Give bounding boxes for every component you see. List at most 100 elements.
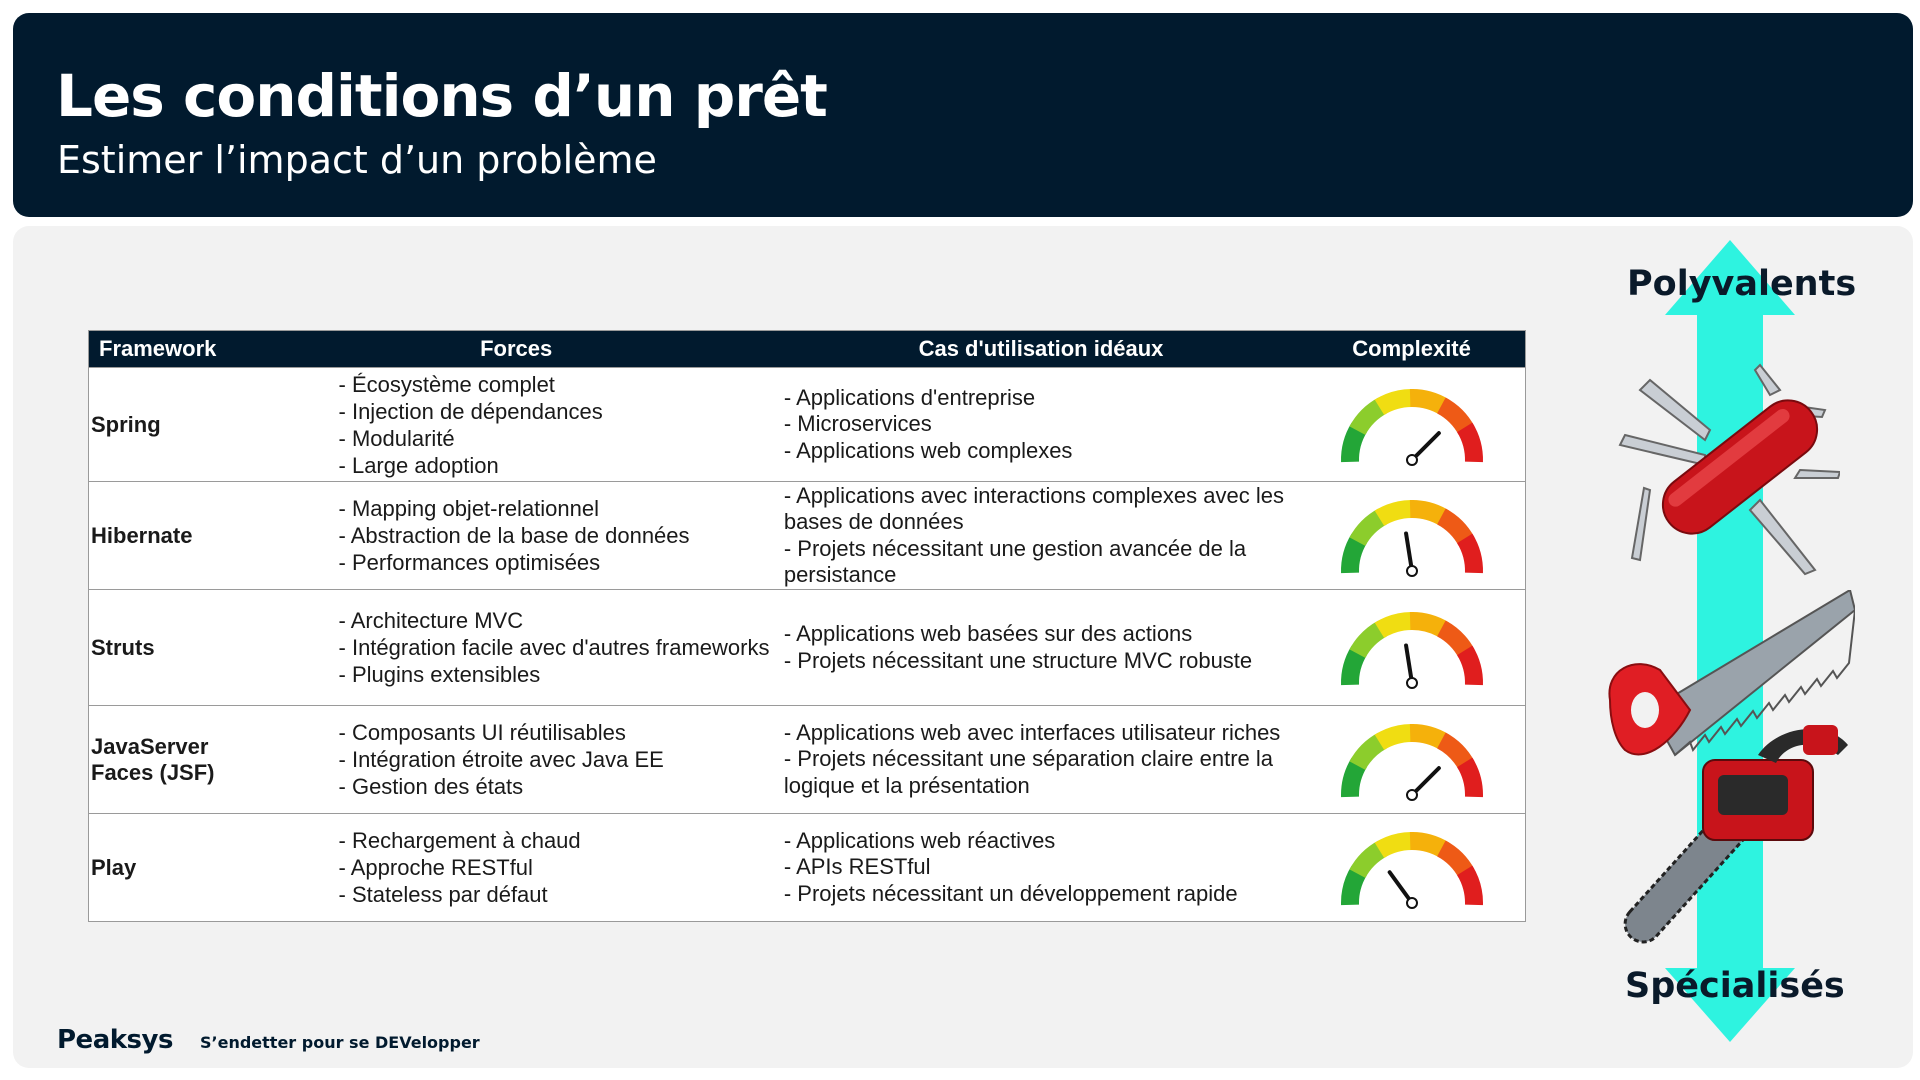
gauge-segment <box>1340 533 1367 573</box>
gauge-segment <box>1349 507 1387 546</box>
gauge-segment <box>1409 388 1449 415</box>
gauge-segment <box>1374 611 1414 638</box>
complexity-cell <box>1298 705 1526 814</box>
use-case-item: Microservices <box>784 411 1298 438</box>
gauge-segment <box>1409 723 1449 750</box>
gauge-needle <box>1403 642 1414 685</box>
gauge-hub <box>1405 564 1418 577</box>
gauge-hub <box>1405 788 1418 801</box>
force-item: Gestion des états <box>339 773 784 800</box>
gauge-segment <box>1340 757 1367 797</box>
force-item: Abstraction de la base de données <box>339 522 784 549</box>
page-title: Les conditions d’un prêt <box>56 62 828 130</box>
gauge-segment <box>1456 533 1483 573</box>
gauge-needle <box>1403 530 1414 573</box>
use-case-item: Applications web avec interfaces utilisa… <box>784 720 1298 747</box>
force-item: Rechargement à chaud <box>339 827 784 854</box>
gauge-segment <box>1374 831 1414 858</box>
swiss-army-knife-icon <box>1618 363 1840 576</box>
use-cases-cell: Applications web avec interfaces utilisa… <box>783 705 1299 814</box>
gauge-needle <box>1387 869 1414 905</box>
use-cases-cell: Applications web basées sur des actionsP… <box>783 589 1299 706</box>
use-case-item: Projets nécessitant une structure MVC ro… <box>784 648 1298 675</box>
framework-name: JavaServer Faces (JSF) <box>88 705 249 814</box>
frameworks-table: Framework Forces Cas d'utilisation idéau… <box>88 330 1526 922</box>
force-item: Plugins extensibles <box>339 661 784 688</box>
complexity-cell <box>1298 589 1526 706</box>
gauge-segment <box>1340 865 1367 905</box>
gauge-segment <box>1340 645 1367 685</box>
force-item: Performances optimisées <box>339 549 784 576</box>
arrow-up-head <box>1665 240 1795 315</box>
force-item: Composants UI réutilisables <box>339 719 784 746</box>
gauge-segment <box>1409 611 1449 638</box>
gauge-segment <box>1436 619 1475 658</box>
force-item: Intégration étroite avec Java EE <box>339 746 784 773</box>
use-case-item: Applications web basées sur des actions <box>784 621 1298 648</box>
peaksys-logo: Peaksys <box>57 1025 173 1055</box>
complexity-cell <box>1298 481 1526 590</box>
framework-name: Struts <box>88 589 249 706</box>
table-row: JavaServer Faces (JSF)Composants UI réut… <box>88 705 1526 814</box>
force-item: Injection de dépendances <box>339 398 784 425</box>
forces-cell: Composants UI réutilisablesIntégration é… <box>248 705 784 814</box>
table-header-row: Framework Forces Cas d'utilisation idéau… <box>88 330 1526 368</box>
arrow-down-head <box>1665 968 1795 1042</box>
gauge-segment <box>1349 839 1387 878</box>
table-row: StrutsArchitecture MVCIntégration facile… <box>88 589 1526 706</box>
gauge-hub <box>1405 896 1418 909</box>
gauge-segment <box>1374 723 1414 750</box>
gauge-segment <box>1374 499 1414 526</box>
gauge-segment <box>1436 396 1475 435</box>
footer-tagline: S’endetter pour se DEVelopper <box>200 1033 480 1052</box>
force-item: Architecture MVC <box>339 607 784 634</box>
header-banner <box>13 13 1913 217</box>
use-case-item: Applications web complexes <box>784 438 1298 465</box>
forces-cell: Mapping objet-relationnelAbstraction de … <box>248 481 784 590</box>
gauge-hub <box>1405 676 1418 689</box>
force-item: Stateless par défaut <box>339 881 784 908</box>
complexity-gauge-icon <box>1340 723 1483 801</box>
label-specialises: Spécialisés <box>1625 966 1845 1006</box>
forces-cell: Rechargement à chaudApproche RESTfulStat… <box>248 813 784 922</box>
hand-saw-icon <box>1608 590 1855 757</box>
col-header-cas: Cas d'utilisation idéaux <box>783 330 1299 368</box>
use-case-item: APIs RESTful <box>784 854 1298 881</box>
use-case-item: Projets nécessitant une gestion avancée … <box>784 536 1298 589</box>
gauge-segment <box>1349 396 1387 435</box>
complexity-gauge-icon <box>1340 388 1483 466</box>
table-row: PlayRechargement à chaudApproche RESTful… <box>88 813 1526 922</box>
force-item: Approche RESTful <box>339 854 784 881</box>
gauge-segment <box>1456 422 1483 462</box>
use-cases-cell: Applications avec interactions complexes… <box>783 481 1299 590</box>
forces-cell: Écosystème completInjection de dépendanc… <box>248 367 784 482</box>
col-header-framework: Framework <box>88 330 249 368</box>
gauge-segment <box>1374 388 1414 415</box>
gauge-segment <box>1409 499 1449 526</box>
col-header-complexite: Complexité <box>1298 330 1526 368</box>
complexity-cell <box>1298 367 1526 482</box>
gauge-segment <box>1349 619 1387 658</box>
use-cases-cell: Applications d'entrepriseMicroservicesAp… <box>783 367 1299 482</box>
use-cases-cell: Applications web réactivesAPIs RESTfulPr… <box>783 813 1299 922</box>
forces-cell: Architecture MVCIntégration facile avec … <box>248 589 784 706</box>
gauge-segment <box>1436 507 1475 546</box>
gauge-hub <box>1405 453 1418 466</box>
page-subtitle: Estimer l’impact d’un problème <box>57 138 657 182</box>
force-item: Modularité <box>339 425 784 452</box>
gauge-segment <box>1409 831 1449 858</box>
framework-name: Spring <box>88 367 249 482</box>
col-header-forces: Forces <box>248 330 784 368</box>
label-polyvalents: Polyvalents <box>1627 264 1857 304</box>
use-case-item: Applications avec interactions complexes… <box>784 483 1298 536</box>
gauge-segment <box>1349 731 1387 770</box>
table-row: SpringÉcosystème completInjection de dép… <box>88 367 1526 482</box>
use-case-item: Applications web réactives <box>784 828 1298 855</box>
force-item: Mapping objet-relationnel <box>339 495 784 522</box>
complexity-gauge-icon <box>1340 611 1483 689</box>
gauge-segment <box>1456 865 1483 905</box>
complexity-gauge-icon <box>1340 499 1483 577</box>
gauge-segment <box>1456 757 1483 797</box>
force-item: Écosystème complet <box>339 371 784 398</box>
use-case-item: Projets nécessitant un développement rap… <box>784 881 1298 908</box>
